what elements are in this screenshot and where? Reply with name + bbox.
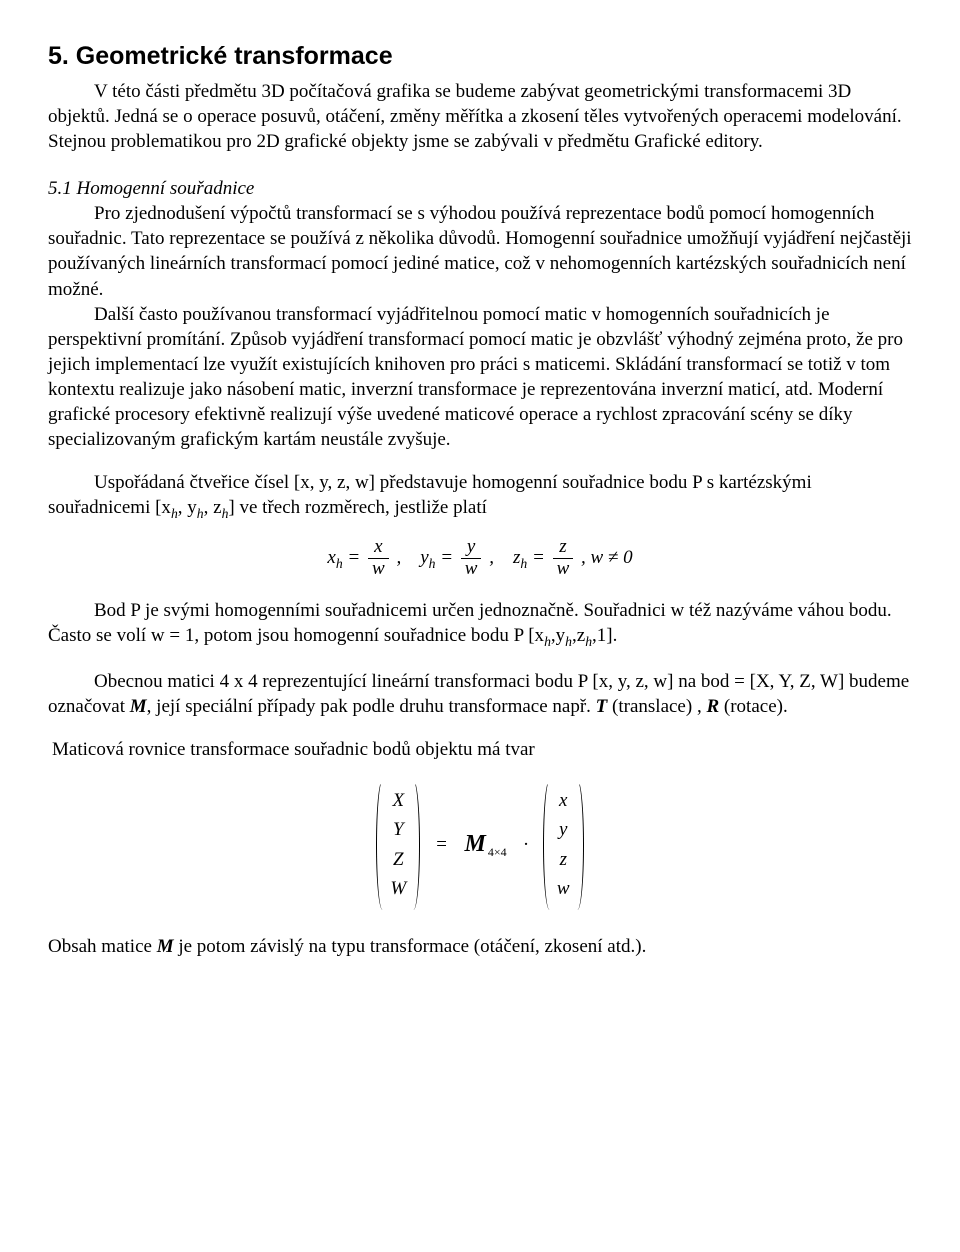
p7-part-a: Obsah matice (48, 936, 157, 957)
sub-h: h (544, 634, 551, 649)
matrix-M: M (157, 936, 174, 957)
p4-part-a: Bod P je svými homogenními souřadnicemi … (48, 600, 892, 646)
vec-cell: y (559, 815, 567, 844)
eq-num-y: y (461, 537, 482, 559)
p4-part-c: ,z (572, 625, 585, 646)
matrix-M: M (130, 696, 147, 717)
vec-cell: Z (393, 845, 404, 874)
eq-M-subscript: 4×4 (488, 845, 507, 859)
equation-matrix-transform: X Y Z W = M4×4 · x y z w (48, 780, 912, 910)
eq-matrix-M: M4×4 (465, 829, 507, 861)
vec-cell: z (560, 845, 567, 874)
p3-part-d: ] ve třech rozměrech, jestliže platí (228, 497, 486, 518)
eq-num-z: z (553, 537, 574, 559)
p7-part-b: je potom závislý na typu transformace (o… (174, 936, 647, 957)
eq-frac-y: y w (461, 537, 482, 580)
p3-part-b: , y (178, 497, 197, 518)
paragraph-5: Obecnou matici 4 x 4 reprezentující line… (48, 669, 912, 719)
p3-part-c: , z (204, 497, 222, 518)
page-title: 5. Geometrické transformace (48, 40, 912, 73)
equation-homogeneous-coords: xh = x w , yh = y w , zh = z w , w ≠ 0 (48, 537, 912, 580)
eq-den-w: w (553, 559, 574, 580)
sub-h: h (565, 634, 572, 649)
eq-den-w: w (461, 559, 482, 580)
vec-cell: X (393, 786, 405, 815)
matrix-R: R (706, 696, 719, 717)
p4-part-d: ,1]. (592, 625, 617, 646)
vector-input: x y z w (543, 780, 584, 910)
eq-zh: zh = (513, 547, 550, 568)
eq-den-w: w (368, 559, 389, 580)
p4-part-b: ,y (551, 625, 565, 646)
eq-dot: · (523, 832, 528, 857)
paragraph-6: Maticová rovnice transformace souřadnic … (52, 737, 912, 762)
paragraph-1: Pro zjednodušení výpočtů transformací se… (48, 201, 912, 301)
vector-output: X Y Z W (376, 780, 420, 910)
eq-xh: xh = (327, 547, 365, 568)
p5-part-c: (translace) , (607, 696, 706, 717)
paragraph-7: Obsah matice M je potom závislý na typu … (48, 934, 912, 959)
p5-part-d: (rotace). (719, 696, 788, 717)
intro-paragraph: V této části předmětu 3D počítačová graf… (48, 79, 912, 154)
section-5-1-title: 5.1 Homogenní souřadnice (48, 176, 912, 201)
eq-frac-x: x w (368, 537, 389, 580)
eq-tail: , w ≠ 0 (581, 547, 633, 568)
sub-h: h (197, 506, 204, 521)
paragraph-1-text: Pro zjednodušení výpočtů transformací se… (48, 203, 912, 299)
eq-num-x: x (368, 537, 389, 559)
p5-part-b: , její speciální případy pak podle druhu… (147, 696, 596, 717)
eq-M-symbol: M (465, 831, 486, 857)
eq-equals: = (435, 832, 448, 857)
eq-frac-z: z w (553, 537, 574, 580)
matrix-T: T (596, 696, 608, 717)
vec-cell: Y (393, 815, 404, 844)
paragraph-3: Uspořádaná čtveřice čísel [x, y, z, w] p… (48, 470, 912, 523)
paragraph-2: Další často používanou transformací vyjá… (48, 302, 912, 452)
eq-yh: yh = (420, 547, 458, 568)
vec-cell: w (557, 874, 570, 903)
vec-cell: x (559, 786, 567, 815)
vec-cell: W (390, 874, 406, 903)
sub-h: h (171, 506, 178, 521)
paragraph-4: Bod P je svými homogenními souřadnicemi … (48, 598, 912, 651)
sub-h: h (585, 634, 592, 649)
